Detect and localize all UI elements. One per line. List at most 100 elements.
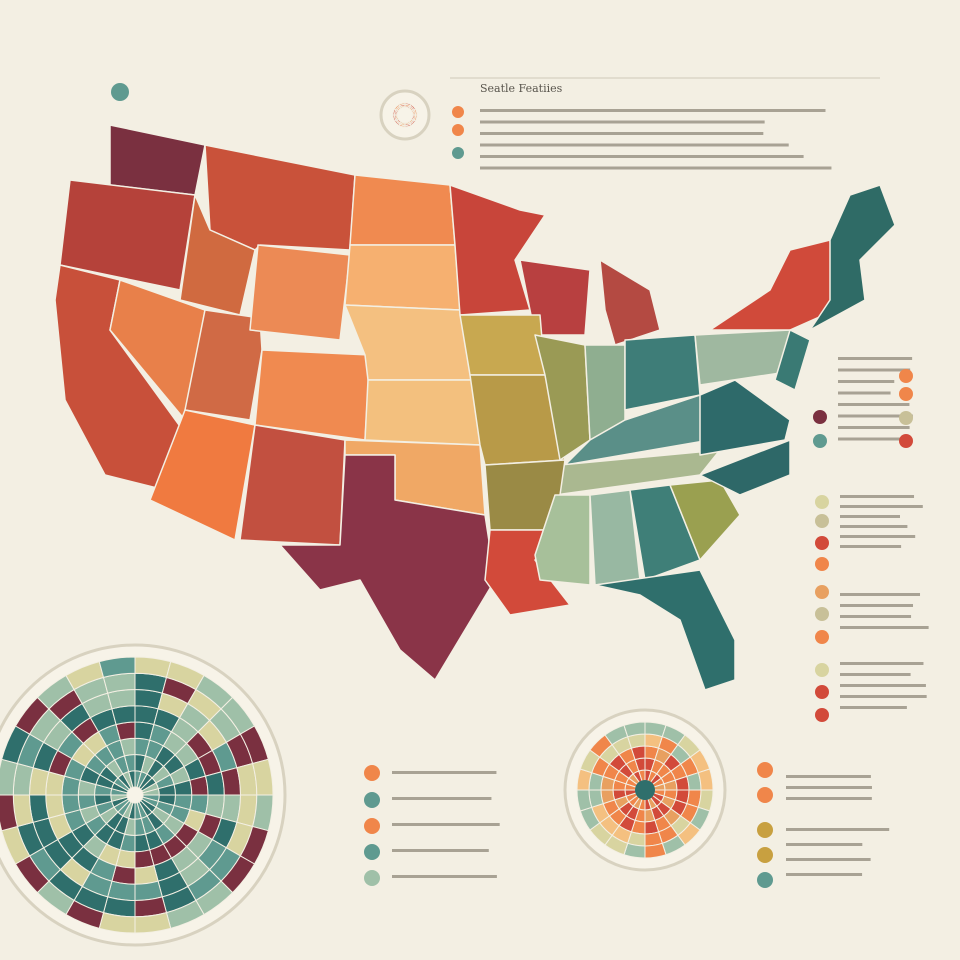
bullet (452, 124, 464, 136)
bullet (899, 369, 913, 383)
dot (111, 83, 129, 101)
text-line (480, 109, 826, 112)
bullet (364, 818, 380, 834)
dial-cell (111, 705, 136, 726)
title: Seatle Featiies (480, 82, 563, 95)
dial-cell (644, 842, 667, 859)
us-map (54, 124, 896, 691)
state (449, 184, 546, 316)
text-line (840, 673, 911, 676)
text-line (840, 525, 908, 528)
dial-cell (251, 758, 274, 796)
text-line (392, 849, 489, 852)
text-line (480, 132, 764, 135)
bullet (813, 410, 827, 424)
text-line (786, 797, 872, 800)
bullet (813, 434, 827, 448)
text-line (480, 166, 832, 170)
text-line (838, 380, 895, 383)
dial-cell (0, 794, 19, 832)
text-line (840, 695, 927, 698)
text-line (392, 823, 500, 826)
text-line (840, 593, 921, 596)
text-line (786, 828, 890, 831)
state (239, 424, 346, 546)
text-line (786, 843, 863, 846)
bullet (815, 557, 829, 571)
dial-cell (413, 108, 418, 116)
text-line (838, 426, 910, 429)
text-line (840, 535, 916, 538)
text-line (786, 786, 872, 789)
dial-cell (134, 864, 159, 885)
bullet (364, 765, 380, 781)
state (534, 334, 591, 461)
bullet (815, 514, 829, 528)
state (179, 194, 256, 316)
bullet (899, 434, 913, 448)
text-line (840, 706, 907, 709)
text-line (840, 505, 923, 508)
text-line (840, 615, 912, 618)
text-line (840, 545, 902, 548)
state (249, 244, 351, 341)
bullet (815, 685, 829, 699)
text-line (786, 873, 863, 876)
state (459, 314, 546, 376)
text-line (786, 858, 871, 861)
state (254, 349, 371, 441)
state (534, 494, 591, 586)
text-line (840, 626, 929, 629)
bullet (757, 872, 773, 888)
bullet (815, 663, 829, 677)
text-line (786, 775, 871, 778)
text-line (392, 875, 497, 878)
bullet (757, 762, 773, 778)
text-line (838, 368, 911, 372)
text-line (838, 357, 913, 360)
text-line (840, 684, 926, 687)
bullet (815, 708, 829, 722)
state (59, 179, 196, 291)
state (149, 409, 256, 541)
text-line (840, 604, 914, 607)
bullet (815, 607, 829, 621)
text-line (480, 143, 789, 147)
dial-cell (204, 771, 225, 796)
dial-cell (697, 768, 714, 791)
bullet (815, 630, 829, 644)
text-line (480, 155, 804, 158)
text-line (838, 414, 913, 418)
bullet (757, 822, 773, 838)
bullet (364, 844, 380, 860)
dial-cell (576, 789, 593, 812)
dial-cell (623, 721, 646, 738)
state (344, 244, 461, 311)
state (364, 379, 481, 446)
dial-center (635, 780, 655, 800)
bullet (815, 495, 829, 509)
text-line (840, 515, 900, 518)
state (809, 184, 896, 331)
state (699, 379, 791, 456)
decorations (0, 83, 929, 947)
text-line (838, 437, 908, 441)
bullet (815, 536, 829, 550)
bullet (452, 147, 464, 159)
state (699, 439, 791, 496)
text-line (838, 403, 910, 406)
text-line (840, 662, 924, 665)
bullet (757, 787, 773, 803)
state (279, 454, 496, 681)
text-line (392, 771, 497, 774)
text-line (840, 495, 915, 498)
state (349, 174, 456, 246)
text-line (838, 391, 891, 395)
bullet (899, 387, 913, 401)
text-line (480, 120, 765, 124)
bullet (364, 870, 380, 886)
state (599, 259, 661, 346)
bullet (899, 411, 913, 425)
state (669, 479, 741, 561)
